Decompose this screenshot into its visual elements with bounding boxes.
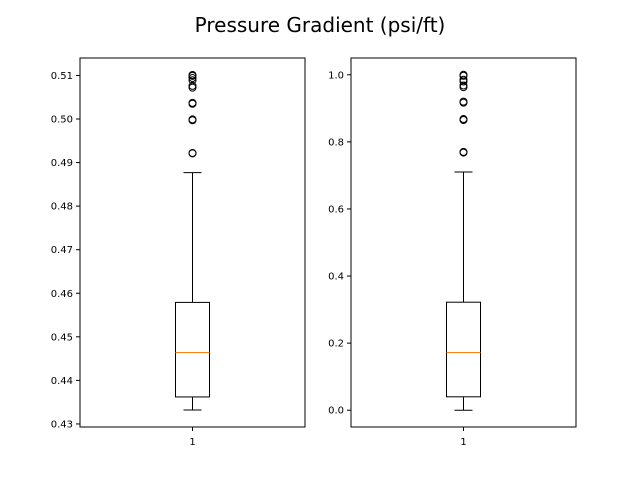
y-tick-label: 0.4 — [328, 272, 344, 283]
outlier-point — [188, 115, 197, 124]
y-tick-label: 0.0 — [328, 406, 344, 417]
outlier-point — [188, 70, 197, 79]
outlier-point — [188, 74, 197, 83]
outlier-point — [188, 76, 197, 85]
y-tick-label: 0.49 — [51, 158, 73, 169]
outlier-point — [459, 70, 468, 79]
iqr-box — [446, 301, 481, 398]
y-tick-label: 0.51 — [51, 71, 73, 82]
y-tick-label: 0.8 — [328, 137, 344, 148]
outlier-point — [459, 75, 468, 84]
y-tick-label: 0.44 — [51, 376, 73, 387]
x-tick-label: 1 — [460, 437, 466, 448]
outlier-point — [188, 148, 197, 157]
y-tick-label: 1.0 — [328, 70, 344, 81]
y-tick-label: 0.43 — [51, 419, 73, 430]
chart-title: Pressure Gradient (psi/ft) — [195, 13, 446, 37]
y-tick-label: 0.46 — [51, 289, 73, 300]
x-tick-label: 1 — [189, 437, 195, 448]
y-tick-label: 0.47 — [51, 245, 73, 256]
y-tick-label: 0.6 — [328, 204, 344, 215]
outlier-point — [459, 81, 468, 90]
y-tick-label: 0.50 — [51, 114, 73, 125]
y-tick-label: 0.48 — [51, 202, 73, 213]
outlier-point — [188, 81, 197, 90]
y-tick-label: 0.45 — [51, 332, 73, 343]
outlier-point — [188, 98, 197, 107]
y-tick-label: 0.2 — [328, 339, 344, 350]
right-boxplot-axes: 0.0 0.2 0.4 0.6 0.8 1.0 1 — [328, 57, 577, 448]
outlier-point — [459, 97, 468, 106]
outlier-point — [459, 115, 468, 124]
left-boxplot-axes: 0.43 0.44 0.45 0.46 0.47 0.48 0.49 0.50 0.51 1 — [51, 57, 306, 448]
outlier-point — [459, 147, 468, 156]
iqr-box — [175, 301, 210, 398]
